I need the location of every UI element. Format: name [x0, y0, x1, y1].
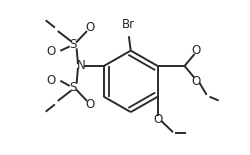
Text: S: S [70, 38, 77, 51]
Text: O: O [46, 74, 55, 87]
Text: S: S [70, 81, 77, 94]
Text: Br: Br [122, 18, 136, 31]
Text: N: N [76, 60, 85, 73]
Text: O: O [86, 98, 95, 111]
Text: O: O [86, 21, 95, 34]
Text: O: O [192, 44, 201, 57]
Text: O: O [153, 113, 162, 126]
Text: O: O [192, 75, 201, 88]
Text: O: O [46, 45, 55, 58]
